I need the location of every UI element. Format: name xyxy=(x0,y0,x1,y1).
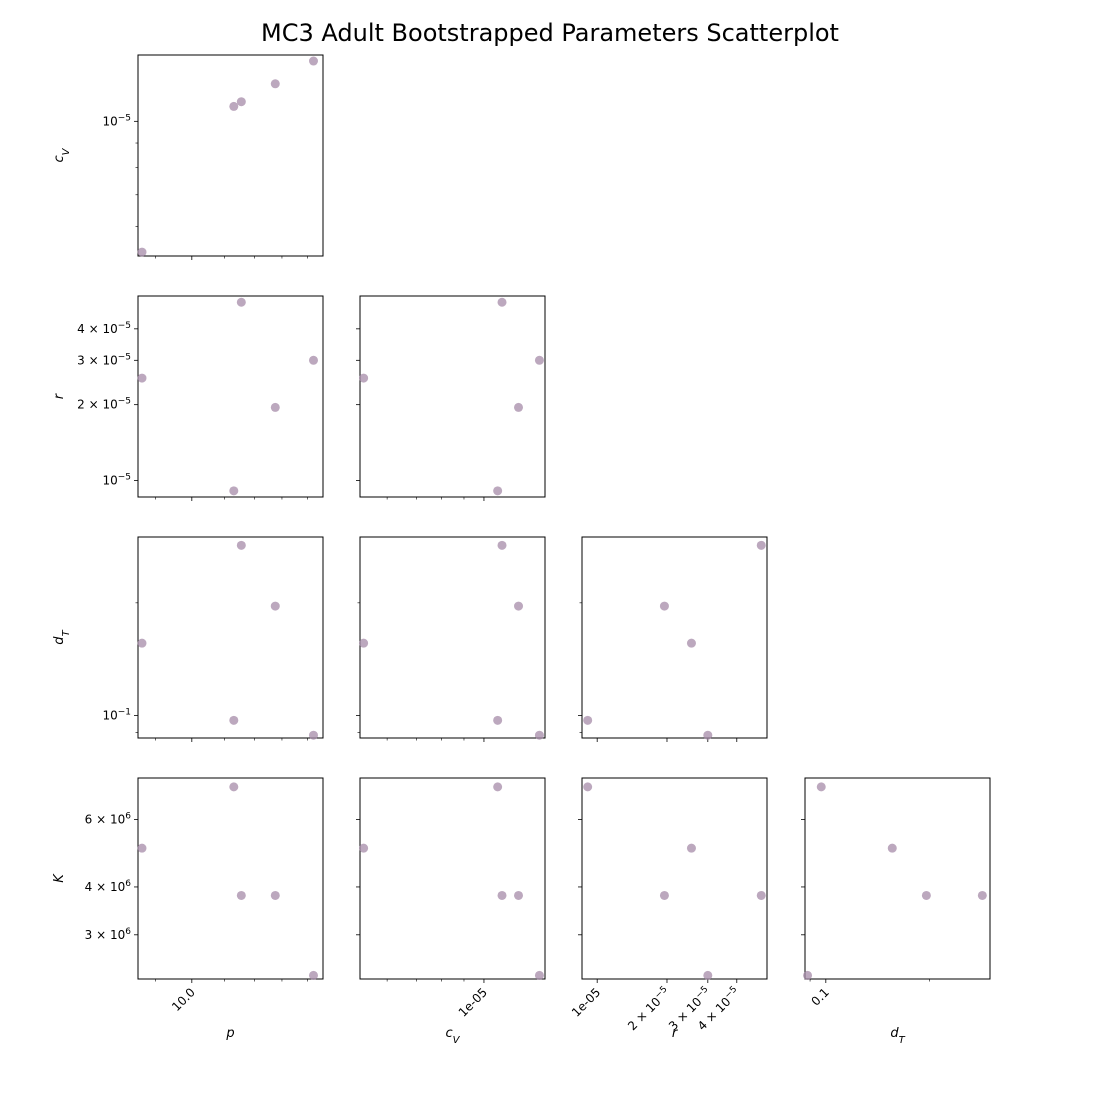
panel-K-vs-r: 1e-05 2 × 10−53 × 10−54 × 10−5r xyxy=(569,777,768,1041)
data-point xyxy=(137,638,147,648)
panel-r-vs-cV xyxy=(356,295,546,501)
panel-dT-vs-r xyxy=(578,536,768,742)
data-point xyxy=(534,730,544,740)
data-point xyxy=(921,890,931,900)
y-axis-label: dT xyxy=(52,629,72,644)
data-point xyxy=(308,355,318,365)
data-point xyxy=(270,402,280,412)
data-point xyxy=(359,843,369,853)
y-axis-label: K xyxy=(52,873,67,883)
panel-K-vs-cV: 1e-05 cV xyxy=(356,777,546,1046)
data-point xyxy=(493,486,503,496)
data-point xyxy=(659,601,669,611)
data-point xyxy=(229,782,239,792)
data-point xyxy=(534,355,544,365)
y-tick-label: 4 × 106 xyxy=(85,879,132,894)
x-axis-label: dT xyxy=(890,1026,905,1046)
data-point xyxy=(270,601,280,611)
data-point xyxy=(514,402,524,412)
data-point xyxy=(229,486,239,496)
data-point xyxy=(236,297,246,307)
x-axis-label: r xyxy=(672,1026,679,1041)
data-point xyxy=(497,540,507,550)
data-point xyxy=(756,540,766,550)
x-tick-label: 10.0 xyxy=(169,985,198,1014)
data-point xyxy=(803,970,813,980)
panel-frame xyxy=(137,777,324,980)
data-point xyxy=(359,373,369,383)
panel-K-vs-p: 10.0 3 × 106 4 × 106 6 × 106 Kp xyxy=(52,777,324,1041)
panel-frame xyxy=(359,777,546,980)
data-point xyxy=(534,970,544,980)
panels-layer: 10−5 cV 10−5 2 × 10−5 3 × 10−5 4 × 10−5 r 10−1 d… xyxy=(52,54,991,1046)
data-point xyxy=(583,715,593,725)
y-tick-label: 3 × 10−5 xyxy=(77,352,131,367)
data-point xyxy=(137,247,147,257)
data-point xyxy=(686,638,696,648)
data-point xyxy=(229,101,239,111)
panel-r-vs-p: 10−5 2 × 10−5 3 × 10−5 4 × 10−5 r xyxy=(52,295,324,501)
y-tick-label: 10−5 xyxy=(102,472,131,487)
panel-frame xyxy=(581,536,768,739)
panel-frame xyxy=(359,295,546,498)
y-tick-label: 10−1 xyxy=(102,707,131,722)
y-tick-label: 3 × 106 xyxy=(85,927,132,942)
y-axis-label: cV xyxy=(52,147,72,162)
data-point xyxy=(270,890,280,900)
x-tick-label: 2 × 10−5 xyxy=(624,985,673,1034)
data-point xyxy=(229,715,239,725)
y-axis-label: r xyxy=(52,392,67,399)
panel-frame xyxy=(581,777,768,980)
panel-K-vs-dT: 0.1 dT xyxy=(801,777,991,1046)
y-tick-label: 10−5 xyxy=(102,113,131,128)
data-point xyxy=(137,843,147,853)
data-point xyxy=(493,715,503,725)
data-point xyxy=(703,730,713,740)
data-point xyxy=(514,890,524,900)
data-point xyxy=(659,890,669,900)
data-point xyxy=(497,297,507,307)
data-point xyxy=(497,890,507,900)
data-point xyxy=(686,843,696,853)
data-point xyxy=(816,782,826,792)
data-point xyxy=(514,601,524,611)
data-point xyxy=(887,843,897,853)
data-point xyxy=(583,782,593,792)
panel-frame xyxy=(137,54,324,257)
panel-dT-vs-cV xyxy=(356,536,546,742)
panel-frame xyxy=(359,536,546,739)
x-tick-label: 0.1 xyxy=(809,985,832,1008)
data-point xyxy=(703,970,713,980)
data-point xyxy=(308,970,318,980)
x-tick-label: 1e-05 xyxy=(456,985,490,1019)
x-axis-label: cV xyxy=(446,1026,461,1046)
data-point xyxy=(308,56,318,66)
data-point xyxy=(137,373,147,383)
panel-frame xyxy=(137,295,324,498)
x-axis-label: p xyxy=(225,1026,234,1041)
data-point xyxy=(236,97,246,107)
data-point xyxy=(236,890,246,900)
data-point xyxy=(977,890,987,900)
y-tick-label: 4 × 10−5 xyxy=(77,321,131,336)
x-tick-label: 1e-05 xyxy=(569,985,603,1019)
y-tick-label: 2 × 10−5 xyxy=(77,397,131,412)
data-point xyxy=(270,79,280,89)
chart-title: MC3 Adult Bootstrapped Parameters Scatte… xyxy=(261,19,839,47)
panel-cV-vs-p: 10−5 cV xyxy=(52,54,324,260)
panel-dT-vs-p: 10−1 dT xyxy=(52,536,324,742)
data-point xyxy=(236,540,246,550)
data-point xyxy=(308,730,318,740)
data-point xyxy=(756,890,766,900)
data-point xyxy=(359,638,369,648)
y-tick-label: 6 × 106 xyxy=(85,811,132,826)
panel-frame xyxy=(137,536,324,739)
panel-frame xyxy=(804,777,991,980)
data-point xyxy=(493,782,503,792)
